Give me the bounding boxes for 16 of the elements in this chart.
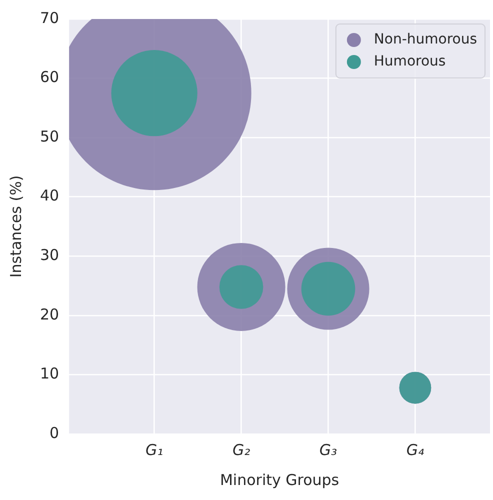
legend-label: Non-humorous [374, 32, 477, 48]
y-tick-label: 20 [40, 305, 60, 324]
y-tick-label: 0 [50, 424, 60, 442]
y-tick-label: 70 [40, 8, 60, 27]
x-tick-label: G₂ [232, 440, 250, 459]
y-tick-label: 10 [40, 364, 60, 383]
x-tick-label: G₄ [406, 440, 424, 459]
y-tick-label: 60 [40, 68, 60, 86]
x-tick-label: G₃ [319, 440, 338, 459]
y-tick-label: 30 [40, 246, 60, 264]
y-tick-label: 40 [40, 186, 60, 205]
x-axis-title: Minority Groups [220, 470, 340, 489]
y-axis-title: Instances (%) [6, 175, 25, 278]
legend-label: Humorous [374, 54, 446, 70]
y-tick-label: 50 [40, 127, 60, 146]
x-tick-label: G₁ [145, 440, 164, 459]
